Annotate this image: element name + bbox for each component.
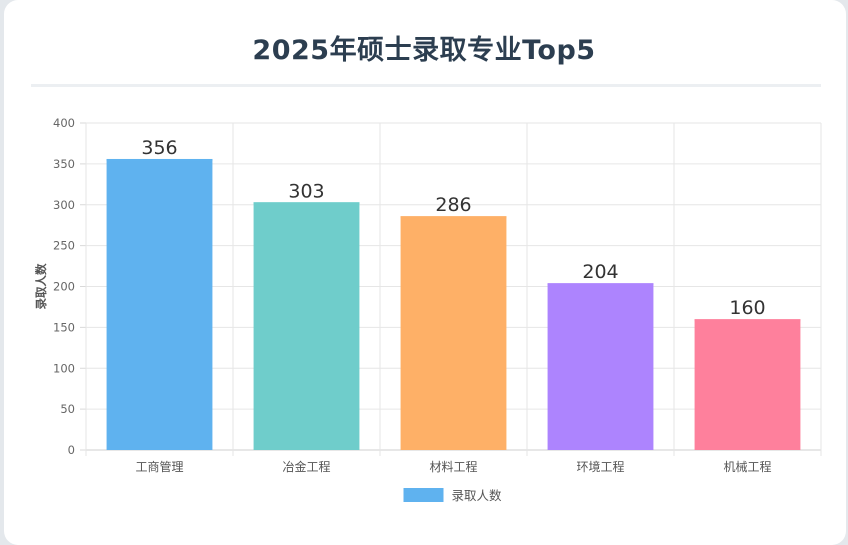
y-tick-label: 200 bbox=[53, 280, 75, 294]
legend-label: 录取人数 bbox=[452, 488, 503, 503]
title-divider bbox=[31, 84, 821, 87]
chart-title: 2025年硕士录取专业Top5 bbox=[252, 35, 596, 66]
x-tick-label: 材料工程 bbox=[429, 459, 477, 474]
y-tick-label: 250 bbox=[53, 239, 75, 253]
legend-swatch bbox=[403, 488, 444, 502]
bar-2 bbox=[400, 216, 507, 450]
bar-value-label: 286 bbox=[435, 194, 471, 216]
bar-0 bbox=[106, 158, 213, 450]
y-tick-label: 400 bbox=[53, 116, 75, 130]
y-tick-label: 0 bbox=[68, 443, 75, 457]
bar-value-label: 303 bbox=[288, 180, 324, 202]
x-tick-label: 工商管理 bbox=[135, 459, 183, 474]
x-tick-label: 机械工程 bbox=[723, 459, 771, 474]
y-axis-title: 录取人数 bbox=[34, 263, 48, 309]
bar-1 bbox=[253, 202, 360, 450]
y-tick-label: 100 bbox=[53, 361, 75, 375]
bar-value-label: 204 bbox=[582, 261, 618, 283]
y-tick-label: 300 bbox=[53, 198, 75, 212]
y-tick-label: 350 bbox=[53, 157, 75, 171]
bar-3 bbox=[547, 283, 654, 450]
x-tick-label: 冶金工程 bbox=[282, 459, 330, 474]
y-tick-label: 150 bbox=[53, 320, 75, 334]
bar-4 bbox=[694, 319, 801, 450]
bar-value-label: 356 bbox=[141, 137, 177, 159]
y-tick-label: 50 bbox=[60, 402, 75, 416]
bar-value-label: 160 bbox=[729, 297, 765, 319]
x-tick-label: 环境工程 bbox=[576, 459, 624, 474]
bar-chart: 0 50 100 150 200 250 300 350 400 356 工商管理 303 冶金工程 28… bbox=[34, 116, 822, 503]
